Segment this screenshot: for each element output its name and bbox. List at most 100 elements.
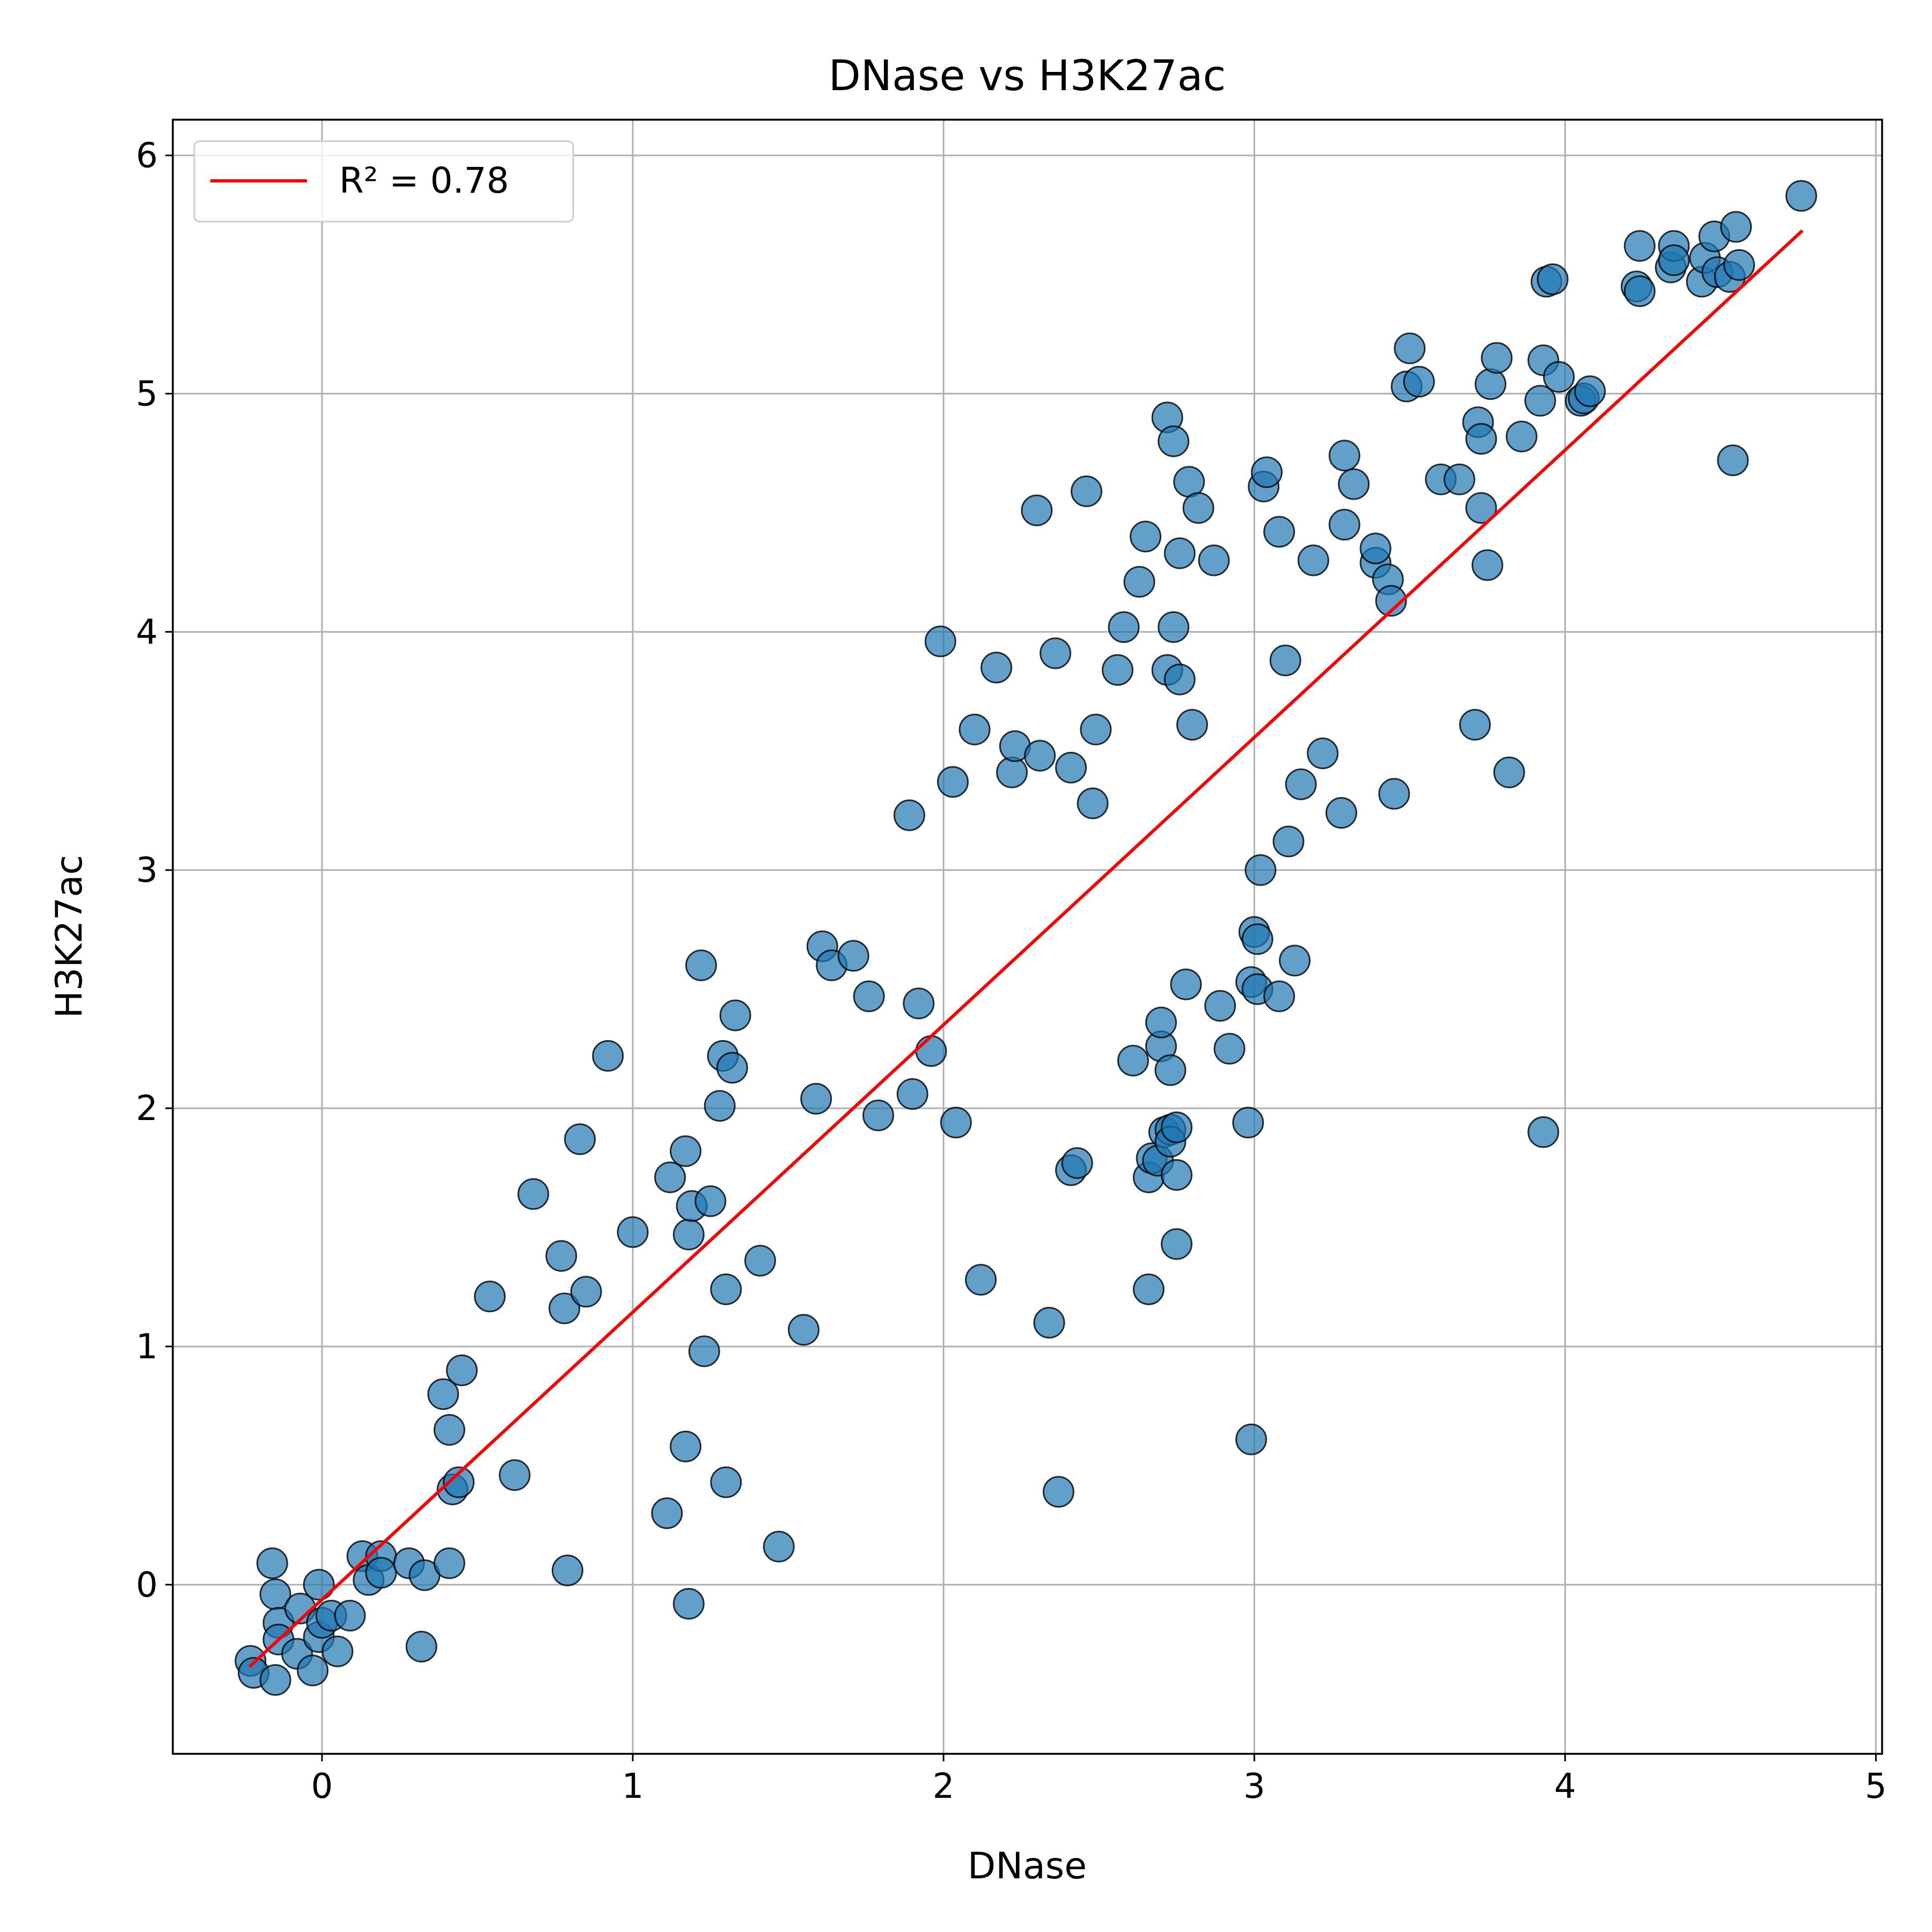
data-point — [1785, 180, 1817, 212]
data-point — [564, 1123, 596, 1155]
data-point — [1080, 713, 1112, 745]
data-point — [710, 1273, 742, 1305]
data-point — [1465, 423, 1497, 455]
data-point — [670, 1135, 701, 1167]
data-point — [685, 949, 717, 982]
data-point — [1723, 249, 1755, 281]
data-point — [670, 1430, 701, 1462]
data-point — [1123, 566, 1155, 598]
data-point — [1536, 263, 1569, 295]
data-point — [1170, 968, 1202, 1000]
y-tick-label: 0 — [136, 1565, 158, 1605]
data-point — [1543, 361, 1575, 393]
data-point — [551, 1554, 583, 1586]
data-point — [1658, 244, 1690, 276]
data-point — [1154, 1054, 1187, 1086]
data-point — [1232, 1107, 1264, 1139]
data-point — [1176, 708, 1208, 741]
data-point — [1163, 537, 1196, 569]
data-point — [654, 1161, 686, 1194]
y-tick-label: 5 — [136, 374, 158, 414]
data-point — [433, 1414, 465, 1446]
data-point — [1158, 611, 1190, 643]
axis-ticks: 0 1 2 3 4 5 0 1 2 3 4 5 6 — [136, 136, 1886, 1806]
data-point — [1505, 420, 1538, 452]
data-point — [710, 1466, 742, 1498]
data-point — [940, 1107, 972, 1139]
data-point — [1021, 494, 1053, 526]
data-point — [427, 1378, 459, 1410]
data-point — [893, 799, 925, 831]
fit-line — [248, 229, 1804, 1668]
data-point — [1040, 637, 1072, 669]
fit-line-group — [248, 229, 1804, 1668]
y-tick-label: 4 — [136, 612, 158, 652]
data-point — [592, 1040, 624, 1072]
data-point — [688, 1335, 720, 1367]
data-point — [1459, 708, 1491, 741]
data-point — [1375, 585, 1407, 617]
data-point — [1263, 980, 1296, 1012]
data-point — [1717, 444, 1749, 477]
data-point — [1527, 1116, 1560, 1148]
data-point — [1328, 440, 1360, 472]
data-point — [1245, 854, 1277, 886]
data-point — [719, 999, 751, 1031]
data-point — [1163, 663, 1196, 696]
data-point — [704, 1090, 736, 1122]
data-point — [1465, 492, 1497, 524]
data-point — [1250, 456, 1283, 488]
legend-label: R² = 0.78 — [339, 160, 509, 201]
data-point — [1474, 368, 1506, 400]
scatter-points — [235, 180, 1817, 1696]
data-point — [433, 1547, 465, 1579]
data-point — [958, 713, 991, 745]
data-point — [1024, 740, 1056, 772]
legend: R² = 0.78 — [193, 140, 574, 223]
data-point — [1263, 516, 1296, 548]
data-point — [1042, 1476, 1074, 1508]
data-point — [937, 766, 969, 798]
data-point — [1117, 1044, 1149, 1077]
x-tick-label: 2 — [933, 1767, 955, 1806]
data-point — [1269, 645, 1301, 677]
y-tick-label: 2 — [136, 1089, 158, 1129]
data-point — [517, 1178, 550, 1210]
data-point — [980, 652, 1013, 684]
data-point — [896, 1078, 928, 1110]
data-point — [965, 1264, 997, 1296]
chart-title: DNase vs H3K27ac — [829, 52, 1226, 100]
x-tick-label: 5 — [1865, 1767, 1887, 1806]
data-point — [1720, 211, 1752, 243]
data-point — [1055, 751, 1087, 784]
y-tick-label: 1 — [136, 1327, 158, 1367]
data-point — [297, 1655, 329, 1687]
data-point — [570, 1276, 602, 1308]
data-point — [1033, 1307, 1065, 1339]
data-point — [1132, 1273, 1165, 1305]
data-point — [1279, 945, 1311, 977]
x-tick-label: 4 — [1554, 1767, 1576, 1806]
data-point — [1130, 521, 1162, 553]
data-point — [1160, 1111, 1192, 1144]
data-point — [499, 1459, 531, 1491]
data-point — [545, 1240, 577, 1272]
data-point — [1481, 342, 1513, 374]
data-point — [321, 1635, 354, 1667]
data-point — [763, 1531, 795, 1563]
data-point — [1472, 549, 1504, 581]
data-point — [1403, 365, 1435, 398]
data-point — [672, 1587, 705, 1620]
data-point — [716, 1052, 748, 1084]
data-point — [474, 1280, 506, 1313]
data-point — [1235, 1423, 1267, 1455]
data-point — [1241, 923, 1274, 955]
data-point — [1623, 275, 1656, 308]
data-point — [1160, 1228, 1192, 1260]
data-point — [1285, 768, 1317, 800]
data-point — [903, 987, 935, 1020]
data-point — [365, 1557, 397, 1589]
data-point — [1338, 468, 1370, 500]
data-point — [1394, 332, 1426, 364]
data-point — [548, 1292, 581, 1324]
